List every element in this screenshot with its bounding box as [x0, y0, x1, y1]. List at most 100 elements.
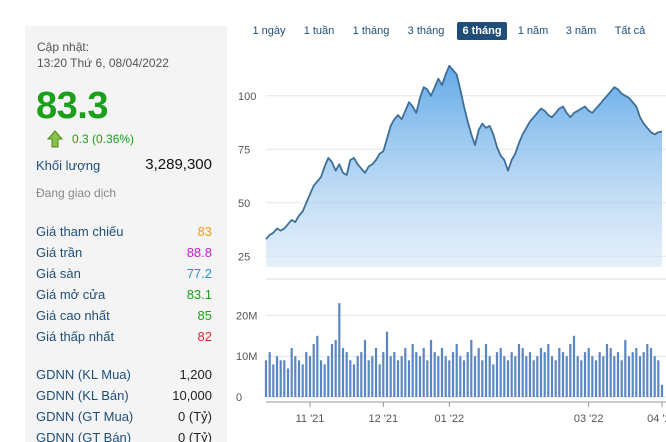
- price-tick-label: 75: [238, 144, 250, 156]
- volume-bar: [583, 352, 587, 397]
- volume-bar: [517, 344, 521, 397]
- price-row-high: Giá cao nhất 85: [36, 308, 212, 328]
- row-value: 77.2: [186, 266, 212, 281]
- volume-bar: [587, 348, 590, 397]
- volume-bar: [407, 360, 411, 397]
- volume-bar: [393, 352, 396, 397]
- volume-bar: [477, 348, 480, 397]
- volume-bar: [356, 356, 359, 397]
- volume-bar: [297, 360, 301, 397]
- update-time: 13:20 Thứ 6, 08/04/2022: [37, 56, 169, 70]
- volume-bar: [286, 368, 290, 397]
- volume-bar: [638, 356, 642, 397]
- price-tick-label: 25: [238, 251, 250, 263]
- volume-bar: [660, 384, 664, 397]
- volume-bar: [602, 356, 605, 397]
- volume-bar: [543, 352, 546, 397]
- row-label: Giá sàn: [36, 266, 81, 281]
- tab-1-month[interactable]: 1 tháng: [352, 25, 390, 37]
- volume-bar: [521, 348, 524, 397]
- volume-bar: [316, 335, 319, 397]
- volume-bar: [389, 356, 392, 397]
- tab-1-year[interactable]: 1 năm: [517, 25, 549, 37]
- row-label: GDNN (KL Mua): [36, 367, 131, 382]
- tab-1-day[interactable]: 1 ngày: [252, 25, 286, 37]
- volume-bar: [327, 356, 330, 397]
- price-area: [266, 65, 662, 267]
- volume-bar: [484, 344, 488, 397]
- volume-bar: [561, 352, 565, 397]
- volume-bar: [492, 364, 495, 397]
- row-label: Giá thấp nhất: [36, 329, 115, 344]
- volume-bar: [268, 352, 271, 397]
- volume-bar: [440, 348, 444, 397]
- row-value: 1,200: [179, 367, 212, 382]
- volume-bar: [367, 360, 370, 397]
- volume-bar: [349, 360, 352, 397]
- volume-bar: [481, 360, 484, 397]
- volume-bar: [649, 348, 653, 397]
- tab-3-years[interactable]: 3 năm: [565, 25, 597, 37]
- volume-bar: [363, 339, 367, 397]
- row-value: 83: [197, 224, 212, 239]
- price-row-low: Giá thấp nhất 82: [36, 329, 212, 349]
- row-label: Giá cao nhất: [36, 308, 110, 323]
- volume-bar: [400, 356, 403, 397]
- volume-bar: [631, 352, 634, 397]
- volume-bar: [653, 356, 656, 397]
- volume-bar: [528, 352, 532, 397]
- volume-bar: [473, 356, 477, 397]
- volume-bar: [547, 344, 550, 397]
- volume-bar: [576, 356, 579, 397]
- arrow-up-icon: [47, 130, 63, 148]
- tab-all[interactable]: Tất cả: [614, 25, 646, 37]
- tab-6-months[interactable]: 6 tháng: [457, 22, 507, 40]
- volume-bar: [301, 364, 304, 397]
- volume-tick-label: 0: [236, 392, 242, 404]
- volume-bar: [495, 352, 499, 397]
- price-volume-chart[interactable]: 25 50 75 100 0 10M 20M 11 '21 12 '21 01 '22 03 '…: [230, 45, 666, 442]
- row-value: 85: [197, 308, 212, 323]
- volume-bars: [264, 303, 664, 397]
- stock-info-panel: Cập nhật: 13:20 Thứ 6, 08/04/2022 83.3 0…: [25, 26, 227, 442]
- volume-bar: [264, 360, 268, 397]
- volume-bar: [437, 356, 440, 397]
- tab-1-week[interactable]: 1 tuần: [303, 25, 335, 37]
- volume-bar: [334, 339, 337, 397]
- volume-bar: [572, 335, 576, 397]
- volume-bar: [290, 348, 293, 397]
- volume-bar: [613, 356, 616, 397]
- volume-bar: [624, 339, 627, 397]
- volume-bar: [378, 364, 381, 397]
- volume-bar: [620, 360, 623, 397]
- volume-bar: [294, 356, 297, 397]
- volume-bar: [506, 360, 510, 397]
- volume-bar: [385, 331, 389, 397]
- row-label: GDNN (KL Bán): [36, 388, 129, 403]
- foreign-row-sell-value: GDNN (GT Bán) 0 (Tỷ): [36, 430, 212, 442]
- volume-bar: [616, 352, 620, 397]
- row-label: Giá tham chiếu: [36, 224, 124, 239]
- volume-bar: [279, 360, 282, 397]
- price-change: 0.3 (0.36%): [72, 132, 135, 146]
- volume-bar: [308, 356, 312, 397]
- volume-bar: [330, 344, 334, 397]
- volume-bar: [422, 348, 425, 397]
- volume-bar: [323, 364, 326, 397]
- volume-tick-label: 10M: [236, 351, 257, 363]
- row-value: 82: [197, 329, 212, 344]
- row-value: 0 (Tỷ): [178, 409, 212, 424]
- volume-bar: [514, 356, 517, 397]
- price-tick-label: 50: [238, 198, 250, 210]
- volume-bar: [283, 360, 286, 397]
- tab-3-months[interactable]: 3 tháng: [407, 25, 445, 37]
- volume-bar: [272, 364, 275, 397]
- volume-bar: [345, 352, 348, 397]
- row-value: 88.8: [186, 245, 212, 260]
- volume-bar: [352, 364, 356, 397]
- price-series-line: [265, 64, 663, 240]
- volume-bar: [466, 352, 469, 397]
- volume-bar: [360, 352, 363, 397]
- volume-bar: [455, 344, 458, 397]
- volume-bar: [646, 344, 649, 397]
